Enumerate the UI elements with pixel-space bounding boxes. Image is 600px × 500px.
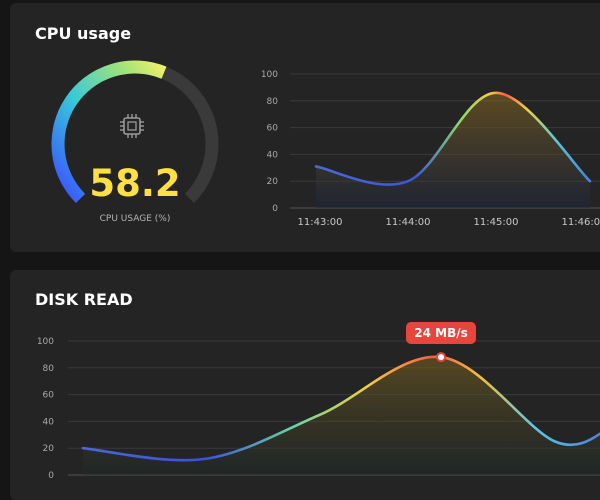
peak-marker[interactable]: [436, 352, 446, 363]
y-tick-label: 40: [43, 417, 55, 427]
cpu-card-graphics: 58.2 CPU USAGE (%) 0 20 40 60 80 100 11:43:00 1…: [51, 60, 600, 228]
disk-line-chart: 0 20 40 60 80 100: [37, 337, 600, 481]
disk-read-card: DISK READ 0 20 40 60 80 100 24 MB/s: [10, 270, 600, 500]
y-tick-label: 60: [267, 124, 279, 134]
cpu-usage-card: CPU usage: [10, 3, 600, 252]
x-tick-label: 11:44:00: [386, 217, 431, 228]
gauge-label: CPU USAGE (%): [100, 214, 171, 224]
disk-card-graphics: 0 20 40 60 80 100 24 MB/s: [37, 322, 600, 481]
series-line: [314, 91, 592, 186]
x-tick-label: 11:43:00: [298, 217, 343, 228]
series-area: [316, 92, 590, 208]
x-tick-label: 11:46:00: [562, 217, 600, 228]
tooltip-text: 24 MB/s: [414, 326, 468, 340]
gauge-value: 58.2: [89, 162, 180, 205]
y-tick-label: 100: [261, 70, 278, 80]
cpu-card-title: CPU usage: [35, 24, 132, 43]
y-tick-label: 100: [37, 337, 54, 347]
series-area: [83, 356, 600, 475]
gauge-fill: [51, 60, 167, 204]
disk-tooltip: 24 MB/s: [406, 322, 476, 344]
x-tick-label: 11:45:00: [474, 217, 519, 228]
y-tick-label: 0: [48, 471, 54, 481]
y-tick-label: 20: [43, 444, 55, 454]
cpu-chip-icon: [120, 114, 144, 138]
y-tick-label: 80: [267, 97, 279, 107]
y-tick-label: 0: [272, 204, 278, 214]
y-tick-label: 40: [267, 150, 279, 160]
y-tick-label: 20: [267, 177, 279, 187]
cpu-gauge: 58.2 CPU USAGE (%): [51, 60, 219, 224]
y-tick-label: 80: [43, 364, 55, 374]
tooltip-badge: [406, 322, 476, 344]
series-line: [81, 355, 600, 462]
cpu-line-chart: 0 20 40 60 80 100 11:43:00 11:44:00 11:45:00 11:4…: [261, 70, 600, 228]
disk-card-title: DISK READ: [35, 290, 133, 309]
y-tick-label: 60: [43, 391, 55, 401]
